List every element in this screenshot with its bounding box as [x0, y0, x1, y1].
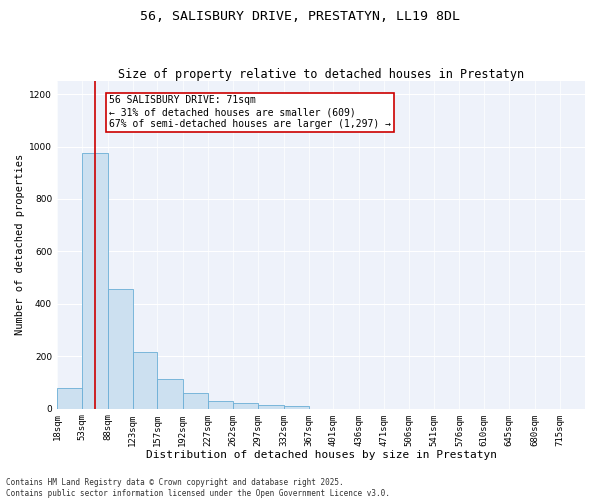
Y-axis label: Number of detached properties: Number of detached properties [15, 154, 25, 336]
Bar [258, 405, 284, 408]
Text: Contains HM Land Registry data © Crown copyright and database right 2025.
Contai: Contains HM Land Registry data © Crown c… [6, 478, 390, 498]
Bar [57, 388, 82, 408]
Bar [107, 290, 133, 408]
Bar [233, 404, 258, 408]
Bar [182, 393, 208, 408]
Bar [208, 402, 233, 408]
Bar [133, 352, 157, 408]
X-axis label: Distribution of detached houses by size in Prestatyn: Distribution of detached houses by size … [146, 450, 497, 460]
Bar [284, 406, 309, 408]
Text: 56, SALISBURY DRIVE, PRESTATYN, LL19 8DL: 56, SALISBURY DRIVE, PRESTATYN, LL19 8DL [140, 10, 460, 23]
Bar [157, 378, 182, 408]
Text: 56 SALISBURY DRIVE: 71sqm
← 31% of detached houses are smaller (609)
67% of semi: 56 SALISBURY DRIVE: 71sqm ← 31% of detac… [109, 96, 391, 128]
Bar [82, 153, 107, 408]
Title: Size of property relative to detached houses in Prestatyn: Size of property relative to detached ho… [118, 68, 524, 81]
